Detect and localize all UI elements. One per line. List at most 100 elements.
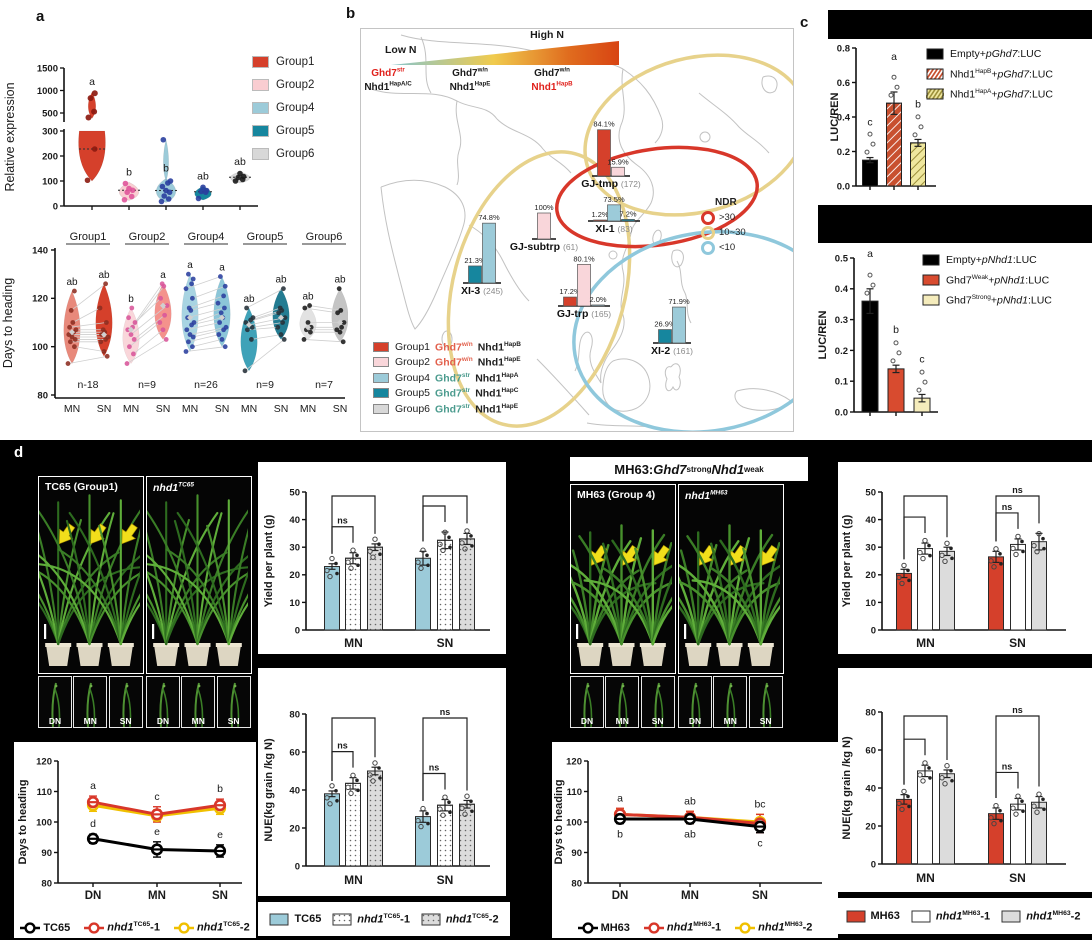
- svg-text:a: a: [867, 248, 873, 260]
- bar-legend-left: TC65 nhd1TC65-1 nhd1TC65-2: [258, 902, 510, 936]
- group-legend-item: Group1 Ghd7w/n Nhd1HapB: [373, 339, 521, 355]
- svg-text:100%: 100%: [534, 203, 554, 212]
- svg-text:e: e: [154, 826, 160, 838]
- svg-text:0.6: 0.6: [837, 78, 850, 89]
- svg-text:LUC/REN: LUC/REN: [817, 311, 829, 360]
- svg-text:a: a: [891, 51, 897, 63]
- photo-label-mh63: MH63 (Group 4): [577, 489, 656, 501]
- ndr-item: <10: [701, 240, 791, 255]
- panicle-cell: MN: [73, 676, 108, 728]
- svg-text:SN: SN: [215, 403, 230, 415]
- photo-nhd1-tc65: nhd1TC65: [146, 476, 252, 674]
- legend-item: Ghd7Strong+pNhd1:LUC: [922, 290, 1092, 310]
- svg-text:b: b: [126, 166, 132, 178]
- svg-text:300: 300: [42, 126, 58, 137]
- svg-text:ab: ab: [66, 277, 78, 288]
- svg-text:NUE(kg grain /kg N): NUE(kg grain /kg N): [263, 738, 275, 842]
- svg-text:MN: MN: [241, 403, 257, 415]
- photo-mh63: MH63 (Group 4): [570, 484, 676, 674]
- svg-text:MN: MN: [182, 403, 198, 415]
- svg-text:Group4: Group4: [188, 231, 225, 243]
- legend-item: nhd1TC65-1: [84, 921, 160, 934]
- svg-text:a: a: [617, 792, 623, 804]
- svg-text:0.4: 0.4: [835, 284, 849, 295]
- group-legend-item: Group4 Ghd7str Nhd1HapA: [373, 370, 521, 386]
- legend-item: Group2: [252, 73, 348, 96]
- mh63-genotype-title: MH63: Ghd7 strong Nhd1 weak: [570, 457, 808, 481]
- svg-text:120: 120: [36, 756, 52, 767]
- panicle-cell: DN: [678, 676, 712, 728]
- legend-item: nhd1TC65-1: [332, 913, 410, 926]
- legend-item: nhd1MH63-2: [1001, 910, 1080, 923]
- svg-text:LUC/REN: LUC/REN: [830, 93, 841, 142]
- legend-item: MH63: [577, 922, 630, 934]
- svg-text:a: a: [187, 260, 193, 271]
- svg-text:b: b: [163, 163, 169, 175]
- svg-text:20: 20: [289, 823, 300, 834]
- svg-text:SN: SN: [1009, 871, 1026, 885]
- legend-item: nhd1MH63-1: [643, 921, 721, 934]
- svg-text:MN: MN: [64, 403, 80, 415]
- legend-item: Group6: [252, 142, 348, 165]
- legend-item: nhd1MH63-1: [911, 910, 990, 923]
- svg-text:10: 10: [865, 598, 876, 609]
- svg-text:n=7: n=7: [315, 379, 333, 391]
- legend-item: TC65: [20, 922, 70, 934]
- svg-text:80: 80: [865, 707, 876, 718]
- svg-text:e: e: [217, 829, 223, 841]
- svg-text:a: a: [160, 270, 166, 281]
- svg-text:7.2%: 7.2%: [619, 209, 636, 218]
- nue-chart-right: 0 20 40 60 80 NUE(kg grain /kg N) MN ns ns SN: [838, 668, 1092, 892]
- svg-text:60: 60: [289, 747, 300, 758]
- luc-ren-chart-nhd1: 0.0 0.1 0.2 0.3 0.4 0.5 LUC/REN a b c: [817, 248, 938, 418]
- svg-text:20: 20: [289, 570, 300, 581]
- svg-text:MN: MN: [916, 636, 935, 650]
- svg-text:40: 40: [865, 515, 876, 526]
- svg-text:30: 30: [865, 543, 876, 554]
- svg-text:73.5%: 73.5%: [603, 195, 625, 204]
- svg-text:ab: ab: [275, 275, 287, 286]
- days-chart-left: 80 90 100 110 120 Days to heading DN MN SN d e e a c b…: [14, 742, 256, 938]
- svg-text:110: 110: [37, 787, 52, 798]
- svg-text:b: b: [617, 829, 623, 841]
- svg-text:80.1%: 80.1%: [573, 254, 595, 263]
- legend-item: nhd1TC65-2: [421, 913, 499, 926]
- days-chart-right: 80 90 100 110 120 Days to heading DN MN SN b ab c a a…: [552, 742, 838, 938]
- ndr-item: 10~30: [701, 225, 791, 240]
- expression-violin-chart: 0 100 200 300 500 1000 1500 Relative expression…: [3, 63, 258, 212]
- svg-text:c: c: [757, 838, 762, 850]
- svg-text:SN: SN: [274, 403, 289, 415]
- map-panel: Low N High N 84.1% 15.9% GJ-tmp (172) 1.2% 73.…: [360, 28, 794, 432]
- svg-text:0.2: 0.2: [835, 346, 848, 357]
- svg-text:XI-1 (83): XI-1 (83): [595, 223, 632, 235]
- svg-text:0.2: 0.2: [837, 147, 850, 158]
- svg-text:120: 120: [566, 756, 582, 767]
- svg-text:c: c: [919, 353, 924, 365]
- svg-text:MN: MN: [344, 636, 363, 650]
- svg-text:90: 90: [41, 848, 52, 859]
- svg-text:ns: ns: [1012, 705, 1023, 715]
- svg-text:MN: MN: [344, 873, 363, 887]
- panel-c-label: c: [800, 14, 809, 31]
- svg-text:SN: SN: [156, 403, 171, 415]
- svg-text:40: 40: [289, 785, 300, 796]
- svg-text:ns: ns: [1002, 502, 1013, 512]
- svg-text:ab: ab: [334, 275, 346, 286]
- svg-text:0: 0: [295, 861, 300, 872]
- svg-text:c: c: [867, 117, 872, 129]
- svg-text:n=9: n=9: [138, 379, 156, 391]
- svg-text:74.8%: 74.8%: [478, 213, 500, 222]
- days-legend-right: MH63 nhd1MH63-1 nhd1MH63-2: [552, 921, 838, 934]
- haplotype-column: Ghd7w/n Nhd1HapB: [531, 67, 573, 93]
- svg-text:ns: ns: [337, 741, 348, 751]
- group-legend-item: Group2 Ghd7w/n Nhd1HapE: [373, 355, 521, 371]
- legend-item: Nhd1HapB+pGhd7:LUC: [926, 64, 1092, 84]
- svg-text:Group5: Group5: [247, 231, 284, 243]
- svg-text:84.1%: 84.1%: [593, 120, 615, 129]
- svg-text:d: d: [90, 818, 96, 830]
- panicle-cell: DN: [38, 676, 72, 728]
- legend-item: Empty+pGhd7:LUC: [926, 44, 1092, 64]
- svg-text:ab: ab: [234, 156, 246, 168]
- svg-text:2.0%: 2.0%: [589, 295, 606, 304]
- svg-text:ns: ns: [337, 516, 348, 526]
